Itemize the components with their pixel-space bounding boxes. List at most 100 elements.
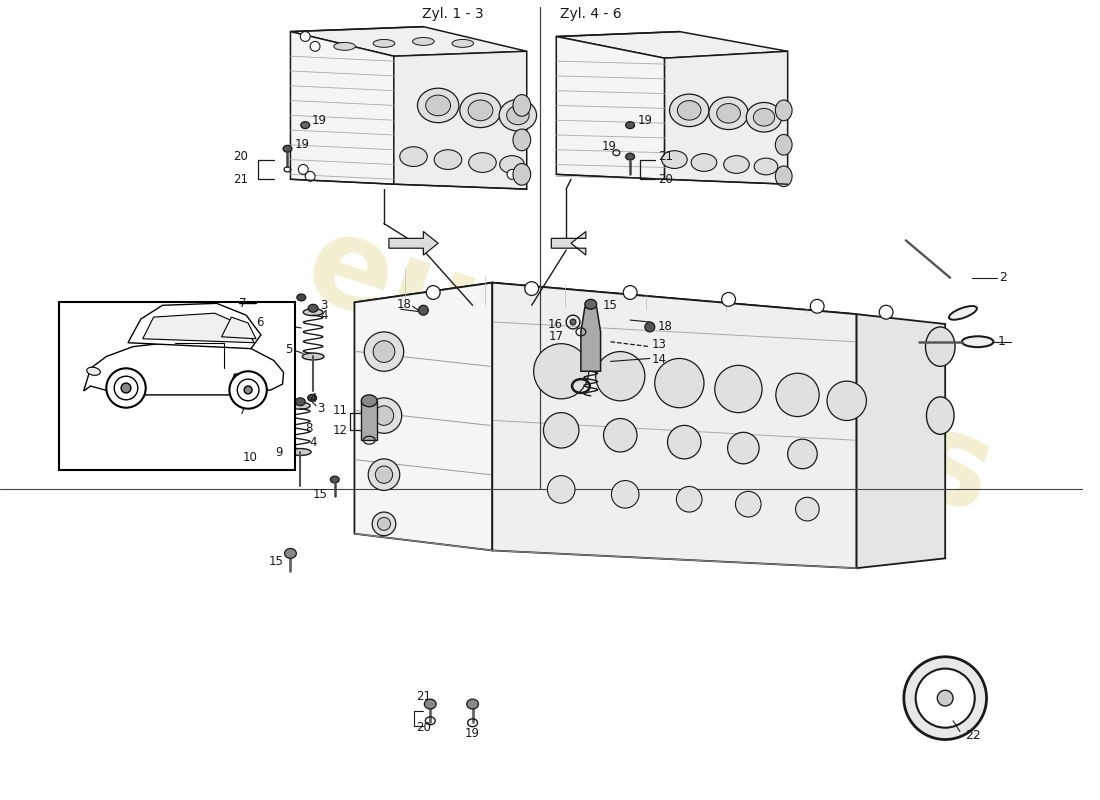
Text: 6: 6	[256, 315, 264, 329]
Text: 7: 7	[239, 404, 246, 417]
Text: 15: 15	[268, 554, 284, 568]
Ellipse shape	[708, 97, 748, 130]
Ellipse shape	[297, 294, 306, 301]
Circle shape	[604, 418, 637, 452]
Ellipse shape	[670, 94, 708, 126]
Text: 19: 19	[465, 727, 480, 740]
Circle shape	[368, 459, 399, 490]
Text: 11: 11	[332, 404, 348, 417]
Circle shape	[298, 165, 308, 174]
Text: 21: 21	[416, 690, 431, 702]
Polygon shape	[221, 317, 256, 338]
Ellipse shape	[333, 42, 355, 50]
Ellipse shape	[308, 394, 317, 402]
Ellipse shape	[330, 476, 339, 483]
Circle shape	[654, 358, 704, 408]
Ellipse shape	[754, 108, 774, 126]
Ellipse shape	[290, 402, 310, 409]
Ellipse shape	[289, 449, 311, 455]
Text: Zyl. 1 - 3: Zyl. 1 - 3	[422, 7, 484, 21]
Circle shape	[418, 306, 428, 315]
Ellipse shape	[452, 39, 474, 47]
Ellipse shape	[469, 100, 493, 121]
Polygon shape	[557, 31, 788, 58]
Circle shape	[879, 306, 893, 319]
Text: 18: 18	[658, 321, 672, 334]
Text: 20: 20	[658, 173, 672, 186]
Text: 14: 14	[652, 353, 667, 366]
Polygon shape	[84, 342, 284, 395]
Ellipse shape	[513, 129, 530, 150]
Text: 21: 21	[233, 173, 249, 186]
Circle shape	[624, 286, 637, 299]
Circle shape	[915, 669, 975, 728]
Circle shape	[715, 366, 762, 413]
Text: 8: 8	[305, 422, 312, 435]
Text: 12: 12	[332, 424, 348, 437]
Circle shape	[238, 379, 258, 401]
Text: 18: 18	[397, 298, 411, 311]
Polygon shape	[857, 314, 945, 568]
Text: 17: 17	[548, 330, 563, 343]
Circle shape	[525, 282, 539, 295]
Circle shape	[676, 486, 702, 512]
Ellipse shape	[425, 699, 437, 709]
Ellipse shape	[925, 327, 955, 366]
Text: euroPares: euroPares	[292, 203, 1009, 539]
Circle shape	[612, 481, 639, 508]
Text: 19: 19	[602, 140, 616, 154]
Circle shape	[788, 439, 817, 469]
Ellipse shape	[304, 309, 323, 316]
Circle shape	[507, 170, 517, 179]
Circle shape	[596, 351, 645, 401]
Ellipse shape	[469, 153, 496, 172]
Ellipse shape	[426, 95, 451, 116]
Ellipse shape	[926, 397, 954, 434]
Ellipse shape	[285, 549, 296, 558]
Circle shape	[372, 512, 396, 536]
Polygon shape	[557, 37, 664, 179]
Circle shape	[366, 398, 402, 434]
Polygon shape	[354, 282, 857, 334]
Text: Zyl. 4 - 6: Zyl. 4 - 6	[560, 7, 621, 21]
Circle shape	[377, 518, 390, 530]
Circle shape	[230, 371, 267, 409]
Text: 20: 20	[416, 721, 431, 734]
Text: a passion for parts since 1985: a passion for parts since 1985	[377, 391, 784, 548]
Text: 21: 21	[658, 150, 673, 163]
Ellipse shape	[499, 156, 525, 174]
Ellipse shape	[949, 306, 977, 320]
Ellipse shape	[513, 94, 530, 116]
Ellipse shape	[776, 134, 792, 155]
Polygon shape	[664, 51, 788, 184]
Text: 20: 20	[233, 150, 249, 163]
Ellipse shape	[434, 150, 462, 170]
Ellipse shape	[418, 88, 459, 122]
Ellipse shape	[755, 158, 778, 175]
Polygon shape	[128, 303, 261, 349]
Circle shape	[364, 332, 404, 371]
Ellipse shape	[724, 156, 749, 174]
Circle shape	[727, 432, 759, 464]
Circle shape	[373, 341, 395, 362]
Circle shape	[937, 690, 953, 706]
Circle shape	[375, 466, 393, 483]
Text: 7: 7	[239, 297, 246, 310]
Ellipse shape	[776, 166, 792, 186]
Circle shape	[374, 406, 394, 426]
Text: 15: 15	[603, 299, 617, 312]
Ellipse shape	[626, 122, 635, 129]
Ellipse shape	[283, 146, 292, 152]
Ellipse shape	[513, 163, 530, 185]
Text: 16: 16	[547, 318, 562, 331]
Ellipse shape	[466, 699, 478, 709]
Ellipse shape	[585, 299, 596, 310]
Text: 15: 15	[314, 488, 328, 501]
Text: 22: 22	[965, 729, 980, 742]
Text: 2: 2	[999, 271, 1008, 284]
Circle shape	[776, 374, 820, 417]
Circle shape	[548, 476, 575, 503]
Text: 3: 3	[317, 402, 324, 415]
Polygon shape	[551, 231, 586, 255]
Circle shape	[570, 319, 576, 325]
